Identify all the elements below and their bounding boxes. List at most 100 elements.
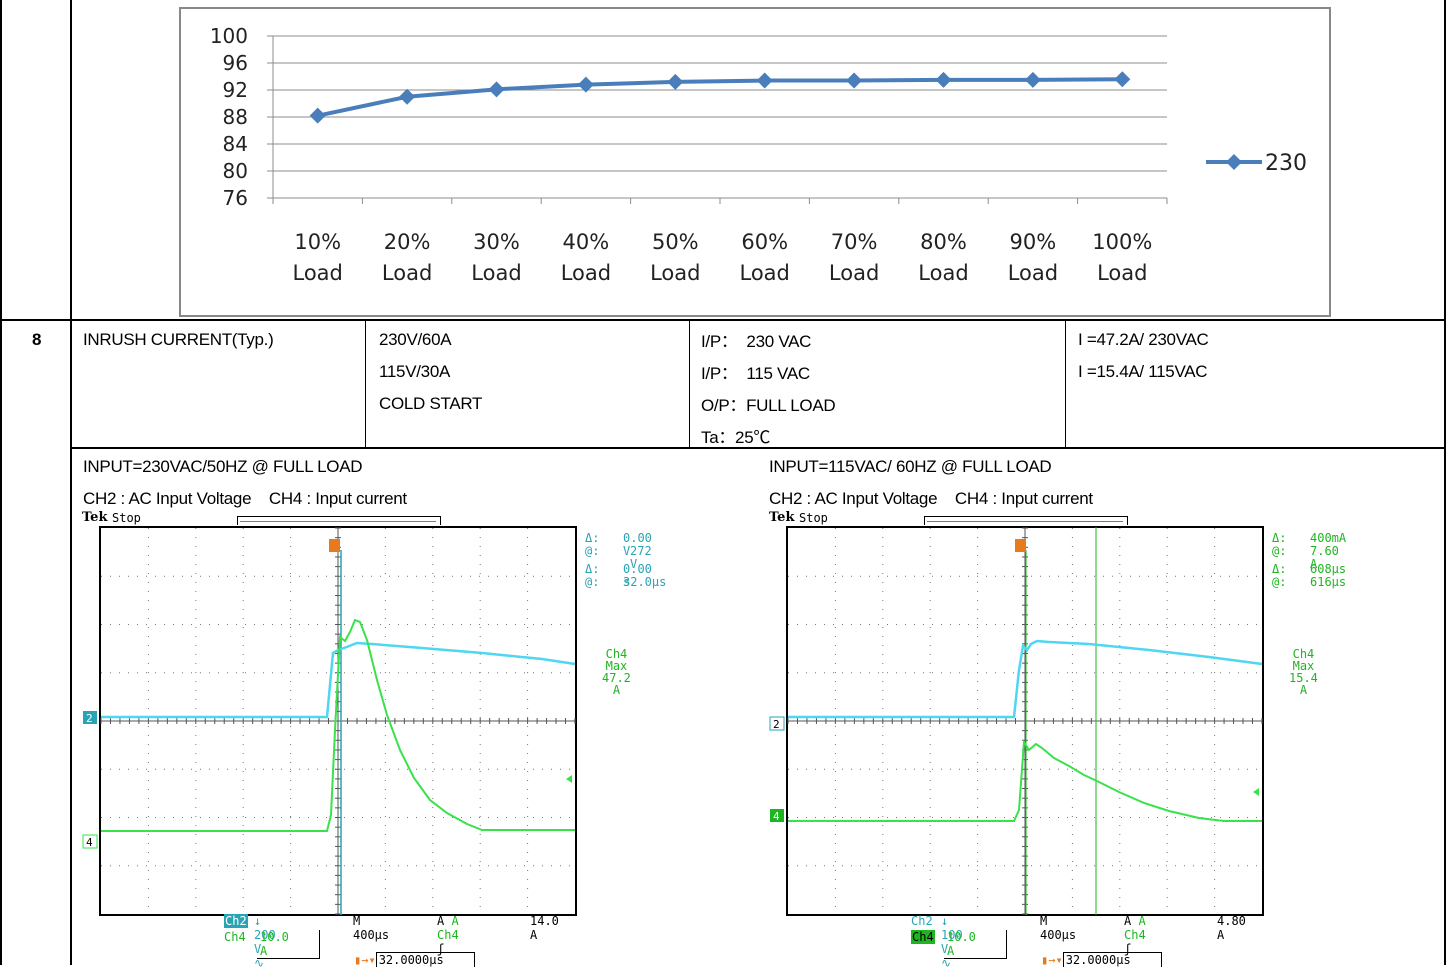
record-bar [924,516,1128,525]
y-tick-label: 100 [210,24,248,48]
condition-3: COLD START [379,394,483,413]
scope-left-subtitle: CH2 : AC Input Voltage CH4 : Input curre… [83,489,407,508]
x-tick-label: 20% Load [382,230,432,285]
y-tick-label: 84 [223,132,248,156]
row-number: 8 [32,330,42,349]
ch4-max-label: Ch4 Max [605,647,628,673]
run-state: Stop [112,511,141,525]
data-point [577,76,594,93]
ch4-trace [101,618,575,832]
legend-marker-icon [1226,154,1242,170]
trigger-level: 4.80 A [1217,914,1246,942]
efficiency-chart: 100 96 92 88 84 80 76 10% Load 20% Load 30% Load 40% L… [210,24,1307,285]
at-label: @: [585,544,600,558]
data-point [399,88,416,105]
tek-brand: Tek [769,510,795,525]
x-tick-label: 60% Load [740,230,790,285]
x-tick-label: 50% Load [650,230,700,285]
data-point [488,81,505,98]
scope-grid [100,527,576,915]
result-2: I =15.4A/ 115VAC [1078,362,1208,381]
table-col-divider-4 [1065,319,1066,448]
ch4-status-box: Ch4 [911,930,935,944]
ch4-max-label: Ch4 Max [1292,647,1315,673]
result-1: I =47.2A/ 230VAC [1078,330,1209,349]
x-tick-label: 90% Load [1008,230,1058,285]
at-time-label: @: [585,575,600,589]
table-col-divider-3 [689,319,690,448]
ch2-ground-marker-label: 2 [773,718,780,731]
efficiency-chart-frame [179,7,1331,317]
x-tick-label: 10% Load [293,230,343,285]
delta-label: Δ: [1272,531,1287,545]
at-voltage: 272 V [630,544,652,571]
scope-right-title: INPUT=115VAC/ 60HZ @ FULL LOAD [769,457,1052,476]
cursor-readout: Δ: 0.00 V @: 272 V Δ: 0.00 s @: 32.0µs [585,531,666,589]
scope-left-screen: 2 4 [82,526,577,916]
delta-time: 0.00 s [623,562,652,589]
delta-time-label: Δ: [1272,562,1287,576]
table-border-left [0,0,2,965]
cursor-readout: Δ: 400mA @: 7.60 A Δ: 608µs @: 616µs [1272,531,1346,589]
table-row-divider-top [0,319,1446,321]
delta-voltage: 0.00 V [623,531,652,558]
scope-right-screen: 2 4 [769,526,1264,916]
screen-border [99,526,577,916]
at-current: 7.60 A [1310,544,1339,571]
item-name: INRUSH CURRENT(Typ.) [83,330,274,349]
x-tick-label: 70% Load [829,230,879,285]
table-col-divider-2 [365,319,366,448]
at-label: @: [1272,544,1287,558]
series-line-230 [317,77,1123,118]
ch2-trace [101,641,576,719]
record-bar-window [240,521,436,522]
ch4-max-readout: Ch4 Max 15.4 A [1289,648,1318,696]
delta-time: 608µs [1310,562,1347,576]
screen-border [786,526,1264,916]
scope-left: Tek Stop 2 4 Δ: 0.00 V @: 272 V Δ: 0.00 s @… [82,510,666,970]
trigger-position: ▮→▾ 32.0000µs [354,952,475,967]
tek-brand: Tek [82,510,108,525]
at-time-label: @: [1272,575,1287,589]
run-state: Stop [799,511,828,525]
timebase: M 400µs [1040,914,1077,942]
table-border-right [1444,0,1446,965]
data-point [667,73,684,90]
test-2: I/P： 115 VAC [701,364,810,383]
legend-label: 230 [1265,151,1307,176]
record-bar-window [927,521,1123,522]
ch4-trace [788,738,1262,822]
y-tick-label: 80 [223,159,248,183]
data-point [1024,71,1041,88]
ch2-trace [788,639,1263,719]
ch4-scale: 10.0 A [944,930,1007,959]
y-tick-label: 92 [223,78,248,102]
condition-2: 115V/30A [379,362,451,381]
delta-label: Δ: [585,531,600,545]
y-tick-label: 88 [223,105,248,129]
trigger-source: A A Ch4 ʃ [437,914,459,956]
ch4-ground-marker [82,834,98,849]
ch2-ground-marker [83,711,97,724]
at-time: 32.0µs [623,575,667,589]
delta-time-label: Δ: [585,562,600,576]
ch4-max-readout: Ch4 Max 47.2 A [602,648,631,696]
ch4-max-value: 47.2 A [602,671,631,697]
data-point [756,72,773,89]
record-bar [237,516,441,525]
trigger-marker-icon [329,539,340,552]
data-point [1114,71,1131,88]
delta-current: 400mA [1310,531,1347,545]
data-point [935,71,952,88]
y-tick-label: 96 [223,51,248,75]
ch2-status-box: Ch2 [224,914,248,928]
ch2-ground-marker-label: 2 [86,712,93,725]
data-point [309,107,326,124]
trigger-level: 14.0 A [530,914,559,942]
ch4-ground-marker-label: 4 [86,836,93,849]
ch4-ground-marker-label: 4 [773,810,780,823]
ch4-ground-marker [770,809,784,822]
scope-grid [787,527,1263,915]
table-divider-col1 [70,0,72,965]
trigger-marker-icon [1015,539,1026,552]
